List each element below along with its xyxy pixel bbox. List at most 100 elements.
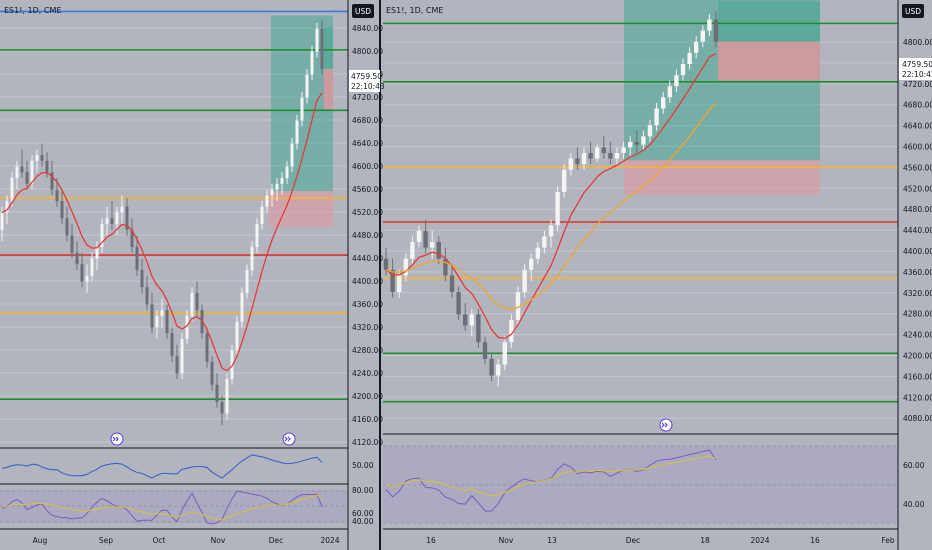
left-price-tick[interactable]: 4720.00 [352, 93, 383, 102]
right-candle[interactable] [502, 342, 507, 365]
right-time-tick[interactable]: 13 [547, 536, 557, 545]
left-price-tick[interactable]: 4120.00 [352, 438, 383, 447]
right-price-tick[interactable]: 4400.00 [903, 247, 932, 256]
left-candle[interactable] [185, 315, 189, 339]
right-candle[interactable] [601, 147, 606, 154]
left-candle[interactable] [30, 160, 34, 184]
left-candle[interactable] [25, 172, 29, 184]
left-candle[interactable] [45, 160, 49, 173]
right-price-tick[interactable]: 4440.00 [903, 226, 932, 235]
right-candle[interactable] [621, 147, 626, 154]
right-currency-badge[interactable] [902, 4, 924, 18]
left-candle[interactable] [245, 269, 249, 293]
right-price-tick[interactable]: 4240.00 [903, 331, 932, 340]
left-candle[interactable] [195, 292, 199, 311]
right-candle[interactable] [654, 108, 659, 126]
right-rsi-tick[interactable]: 40.00 [903, 500, 925, 509]
left-candle[interactable] [190, 292, 194, 316]
right-candle[interactable] [476, 314, 481, 343]
left-price-tick[interactable]: 4800.00 [352, 47, 383, 56]
right-candle[interactable] [707, 19, 712, 31]
left-price-tick[interactable]: 4360.00 [352, 300, 383, 309]
left-price-tick[interactable]: 4520.00 [352, 208, 383, 217]
right-time-tick[interactable]: 2024 [750, 536, 769, 545]
left-candle[interactable] [275, 183, 279, 190]
double-chevron-icon[interactable] [282, 432, 296, 446]
left-price-tick[interactable]: 4160.00 [352, 415, 383, 424]
right-candle[interactable] [416, 230, 422, 243]
left-currency-badge[interactable] [352, 4, 374, 18]
double-chevron-icon[interactable] [659, 418, 673, 432]
left-candle[interactable] [300, 97, 304, 121]
right-candle[interactable] [555, 191, 560, 226]
left-price-tick[interactable]: 4320.00 [352, 323, 383, 332]
left-candle[interactable] [210, 361, 214, 385]
left-candle[interactable] [220, 402, 224, 414]
left-candle[interactable] [155, 315, 159, 328]
left-price-tick[interactable]: 4200.00 [352, 392, 383, 401]
time-axes[interactable]: Aug Sep Oct Nov Dec 2024 16 Nov 13 Dec 18 2024 16 Feb [33, 536, 895, 545]
left-price-tick[interactable]: 4560.00 [352, 185, 383, 194]
left-price-tick[interactable]: 4480.00 [352, 231, 383, 240]
right-candle[interactable] [397, 275, 402, 293]
left-candle[interactable] [125, 206, 129, 230]
right-candle[interactable] [614, 153, 620, 159]
right-price-tick[interactable]: 4480.00 [903, 205, 932, 214]
left-rsi-tick[interactable]: 40.00 [352, 517, 374, 526]
right-candle[interactable] [482, 342, 488, 359]
left-time-tick[interactable]: Oct [153, 536, 166, 545]
right-stop-zone[interactable] [624, 160, 820, 195]
right-candle[interactable] [581, 153, 587, 165]
right-candle[interactable] [568, 158, 573, 170]
right-candle[interactable] [390, 269, 395, 293]
left-candle[interactable] [265, 195, 269, 207]
left-candle[interactable] [160, 310, 164, 316]
left-candle[interactable] [175, 356, 179, 374]
left-candle[interactable] [235, 321, 239, 351]
left-price-tick[interactable]: 4840.00 [352, 24, 383, 33]
left-candle[interactable] [130, 229, 134, 247]
left-candle[interactable] [120, 206, 124, 213]
left-candle[interactable] [320, 28, 324, 69]
left-candle[interactable] [295, 120, 299, 144]
left-candle[interactable] [205, 333, 209, 362]
right-candle[interactable] [529, 258, 534, 270]
right-time-tick[interactable]: Feb [881, 536, 895, 545]
right-candle[interactable] [522, 269, 527, 293]
left-candle[interactable] [225, 379, 229, 414]
right-candle[interactable] [713, 19, 719, 42]
left-candle[interactable] [110, 218, 114, 224]
right-price-tick[interactable]: 4280.00 [903, 310, 932, 319]
left-price-tick[interactable]: 4240.00 [352, 369, 383, 378]
left-price-tick[interactable]: 4640.00 [352, 139, 383, 148]
right-time-tick[interactable]: Nov [499, 536, 514, 545]
right-candle[interactable] [443, 258, 448, 276]
left-candle[interactable] [280, 178, 284, 184]
right-candle[interactable] [515, 292, 521, 320]
right-candle[interactable] [694, 41, 699, 53]
left-candle[interactable] [285, 166, 289, 179]
right-candle[interactable] [628, 141, 633, 148]
left-price-tick[interactable]: 4440.00 [352, 254, 383, 263]
right-candle[interactable] [667, 86, 672, 98]
right-time-tick[interactable]: 16 [810, 536, 820, 545]
right-candle[interactable] [608, 153, 613, 159]
right-price-tick[interactable]: 4320.00 [903, 289, 932, 298]
left-candle[interactable] [145, 287, 149, 305]
left-candle[interactable] [75, 252, 79, 265]
left-candle[interactable] [65, 218, 69, 236]
left-candle[interactable] [290, 143, 294, 167]
right-symbol-title[interactable]: ES1!, 1D, CME [386, 6, 443, 15]
right-price-tick[interactable]: 4800.00 [903, 38, 932, 47]
right-candle[interactable] [588, 153, 593, 159]
right-price-tick[interactable]: 4120.00 [903, 393, 932, 402]
left-time-tick[interactable]: Sep [99, 536, 113, 545]
right-candle[interactable] [469, 314, 474, 326]
left-stop-zone[interactable] [269, 191, 333, 227]
left-rsi-tick[interactable]: 60.00 [352, 509, 374, 518]
right-price-tick[interactable]: 4720.00 [903, 80, 932, 89]
left-price-tick[interactable]: 4680.00 [352, 116, 383, 125]
right-price-tick[interactable]: 4560.00 [903, 163, 932, 172]
right-candle[interactable] [575, 158, 580, 165]
